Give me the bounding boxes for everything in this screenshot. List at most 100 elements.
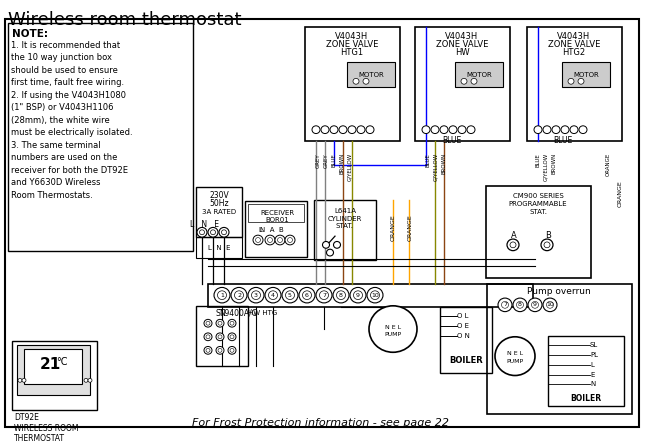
Circle shape	[288, 238, 292, 242]
Circle shape	[528, 298, 542, 312]
Circle shape	[265, 287, 281, 303]
Circle shape	[333, 287, 349, 303]
Circle shape	[561, 126, 569, 134]
Text: 230V: 230V	[209, 191, 229, 200]
Bar	[314, 200, 376, 260]
Bar	[455, 62, 503, 87]
Text: N  A  B: N A B	[260, 228, 284, 233]
Text: MOTOR: MOTOR	[466, 72, 492, 77]
Circle shape	[350, 287, 366, 303]
Text: GREY: GREY	[315, 153, 321, 168]
Text: L: L	[590, 362, 594, 368]
Circle shape	[216, 346, 224, 354]
Text: G/YELLOW: G/YELLOW	[348, 153, 353, 181]
Circle shape	[552, 126, 560, 134]
Circle shape	[277, 238, 283, 242]
Text: BOR01: BOR01	[265, 217, 289, 223]
Text: V4043H: V4043H	[446, 32, 479, 41]
Text: 7: 7	[503, 302, 507, 308]
Text: O E: O E	[457, 323, 469, 329]
Text: PUMP: PUMP	[384, 333, 402, 337]
Text: G/YELLOW: G/YELLOW	[544, 153, 548, 181]
Text: N E L: N E L	[385, 325, 401, 329]
Text: BOILER: BOILER	[449, 357, 483, 366]
Text: ORANGE: ORANGE	[390, 214, 395, 241]
Text: PL: PL	[590, 352, 598, 358]
Circle shape	[248, 287, 264, 303]
Circle shape	[218, 335, 222, 339]
Circle shape	[579, 126, 587, 134]
Circle shape	[330, 126, 338, 134]
Text: BLUE: BLUE	[553, 136, 573, 145]
Text: BROWN: BROWN	[339, 153, 344, 174]
Text: O N: O N	[457, 333, 470, 339]
Circle shape	[531, 301, 539, 308]
Bar	[208, 283, 533, 307]
Circle shape	[568, 78, 574, 84]
Text: PUMP: PUMP	[506, 359, 524, 364]
Circle shape	[495, 337, 535, 375]
Text: CM900 SERIES: CM900 SERIES	[513, 194, 563, 199]
Text: ORANGE: ORANGE	[606, 153, 611, 176]
Text: 10: 10	[546, 302, 554, 308]
Text: 7: 7	[322, 293, 326, 298]
Text: ZONE VALVE: ZONE VALVE	[436, 40, 488, 49]
Circle shape	[319, 291, 328, 299]
Circle shape	[199, 230, 204, 235]
Circle shape	[367, 287, 383, 303]
Bar	[12, 341, 97, 410]
Circle shape	[252, 291, 261, 299]
Text: L641A: L641A	[334, 208, 356, 214]
Circle shape	[440, 126, 448, 134]
Bar	[196, 187, 242, 237]
Circle shape	[578, 78, 584, 84]
Circle shape	[204, 319, 212, 327]
Text: 1: 1	[220, 293, 224, 298]
Text: NOTE:: NOTE:	[12, 29, 48, 39]
Text: L: L	[258, 228, 262, 233]
Circle shape	[216, 319, 224, 327]
Bar	[347, 62, 395, 87]
Circle shape	[208, 228, 218, 237]
Bar	[562, 62, 610, 87]
Text: 4: 4	[271, 293, 275, 298]
Circle shape	[510, 242, 516, 248]
Circle shape	[275, 235, 285, 245]
Circle shape	[268, 238, 272, 242]
Text: ZONE VALVE: ZONE VALVE	[326, 40, 378, 49]
Bar	[8, 23, 193, 251]
Circle shape	[541, 239, 553, 251]
Text: N: N	[219, 309, 225, 318]
Circle shape	[253, 235, 263, 245]
Circle shape	[286, 291, 295, 299]
Circle shape	[219, 228, 229, 237]
Circle shape	[570, 126, 578, 134]
Bar	[440, 307, 492, 373]
Circle shape	[357, 126, 365, 134]
Circle shape	[517, 301, 524, 308]
Circle shape	[312, 126, 320, 134]
Circle shape	[543, 298, 557, 312]
Bar	[305, 27, 400, 141]
Bar	[17, 345, 90, 395]
Circle shape	[471, 78, 477, 84]
Circle shape	[214, 287, 230, 303]
Bar	[548, 336, 624, 405]
Circle shape	[88, 379, 92, 382]
Circle shape	[502, 301, 508, 308]
Circle shape	[422, 126, 430, 134]
Text: O L: O L	[457, 313, 468, 320]
Circle shape	[210, 230, 215, 235]
Circle shape	[544, 242, 550, 248]
Text: STAT.: STAT.	[336, 224, 354, 229]
Circle shape	[507, 239, 519, 251]
Text: 10: 10	[371, 293, 379, 298]
Text: MOTOR: MOTOR	[358, 72, 384, 77]
Text: HW: HW	[455, 48, 470, 57]
Text: 9: 9	[356, 293, 360, 298]
Circle shape	[22, 379, 26, 382]
Circle shape	[231, 287, 247, 303]
Text: HTG2: HTG2	[562, 48, 586, 57]
Circle shape	[369, 306, 417, 352]
Circle shape	[370, 291, 379, 299]
